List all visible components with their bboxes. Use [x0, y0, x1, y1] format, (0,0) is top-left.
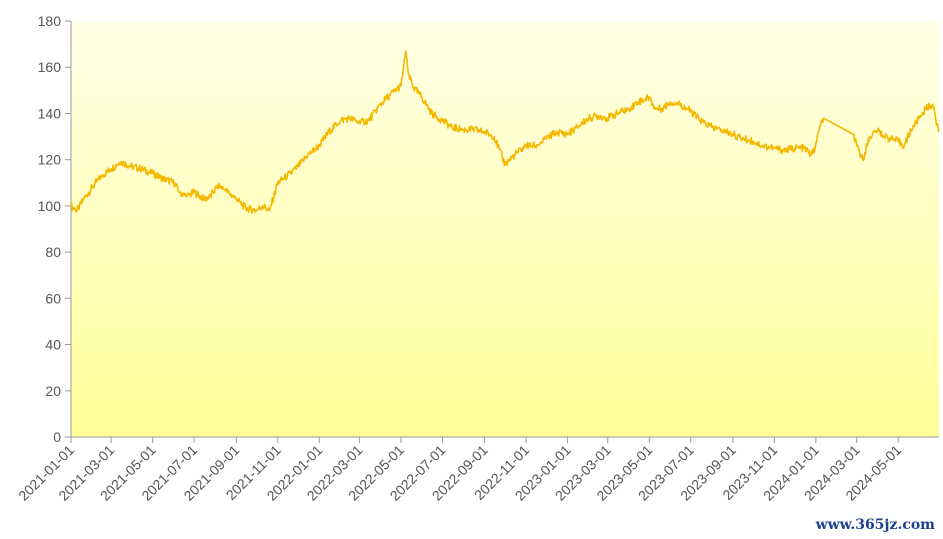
axes	[70, 21, 939, 438]
y-tick-label: 60	[45, 290, 61, 306]
y-tick-label: 0	[53, 429, 61, 445]
series-line	[70, 50, 940, 214]
watermark-text: www.365jz.com	[815, 517, 935, 533]
y-tick-label: 140	[38, 105, 62, 121]
series-layer	[70, 50, 940, 214]
y-axis-ticks: 0 20 40 60 80 100 120 140 160 180	[38, 13, 71, 445]
plot-background	[71, 21, 939, 437]
y-tick-label: 180	[38, 13, 62, 29]
y-tick-label: 80	[45, 244, 61, 260]
y-tick-label: 20	[45, 383, 61, 399]
y-tick-label: 120	[38, 152, 62, 168]
y-tick-label: 160	[38, 59, 62, 75]
x-axis-ticks: 2021-01-012021-03-012021-05-012021-07-01…	[15, 437, 904, 504]
y-tick-label: 100	[38, 198, 62, 214]
y-tick-label: 40	[45, 337, 61, 353]
